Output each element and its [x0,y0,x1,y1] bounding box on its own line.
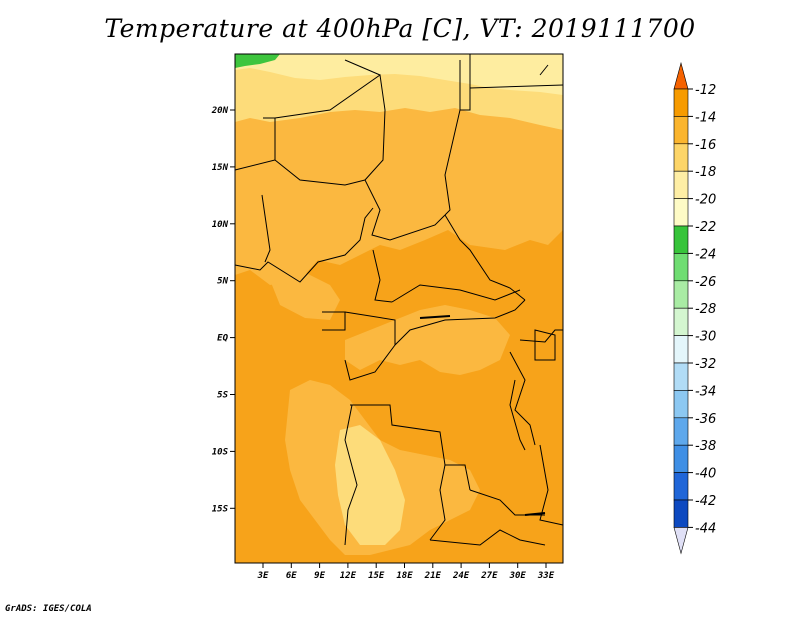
lon-tick-label: 12E [340,571,357,581]
colorbar-swatch [673,170,689,199]
colorbar-swatch [673,225,689,254]
lon-tick-label: 15E [368,571,385,581]
colorbar-label: -36 [695,412,716,427]
temperature-field [235,54,563,563]
colorbar-label: -24 [695,247,716,262]
lat-tick-label: EQ [217,334,228,344]
map-title: Temperature at 400hPa [C], VT: 201911170… [104,14,696,43]
field-minus24-minus22 [235,54,280,68]
colorbar-label: -26 [695,275,716,290]
lat-tick-label: 15S [212,504,229,514]
lat-tick-label: 5N [217,277,228,287]
colorbar-swatch [673,499,689,528]
colorbar-swatch [673,390,689,419]
lon-tick-label: 3E [257,571,269,581]
colorbar-swatch [673,143,689,172]
lon-tick-label: 33E [537,571,555,581]
lon-tick-label: 24E [452,571,470,581]
lat-tick-label: 5S [217,391,228,401]
country-borders [234,54,564,546]
longitude-axis: 3E 6E 9E 12E 15E 18E 21E 24E 27E 30E 33E [257,563,555,581]
colorbar-swatch [673,335,689,364]
colorbar-label: -30 [695,330,716,345]
colorbar-label: -32 [695,357,716,372]
colorbar-swatch [673,362,689,391]
colorbar-bottom-triangle [673,527,689,555]
lat-tick-label: 10N [212,220,229,230]
lon-tick-label: 18E [396,571,413,581]
colorbar-label: -20 [695,193,716,208]
colorbar-swatch [673,198,689,227]
field-minus18-minus16 [270,270,340,320]
colorbar-label: -14 [695,110,716,125]
lat-tick-label: 20N [211,106,229,116]
lat-tick-label: 15N [212,163,229,173]
field-minus22-minus20 [235,54,563,95]
latitude-axis: 20N 15N 10N 5N EQ 5S 10S 15S [211,106,235,514]
colorbar-swatch [673,253,689,282]
map-frame [234,53,564,564]
lat-tick-label: 10S [212,447,229,457]
lon-tick-label: 30E [509,571,527,581]
colorbar-swatch [673,444,689,473]
colorbar-swatch [673,307,689,336]
colorbar-label: -12 [695,83,716,98]
colorbar-top-triangle [673,61,689,90]
colorbar-label: -22 [695,220,716,235]
colorbar-swatch [673,116,689,145]
grads-credit: GrADS: IGES/COLA [5,604,92,614]
colorbar-label: -40 [695,467,716,482]
field-minus20-minus18 [335,425,405,545]
colorbar-label: -28 [695,302,716,317]
colorbar-label: -16 [695,138,716,153]
colorbar-swatch [673,88,689,117]
colorbar-swatch [673,472,689,501]
colorbar-swatch [673,280,689,309]
lon-tick-label: 9E [314,571,325,581]
colorbar-label: -42 [695,494,716,509]
lon-tick-label: 21E [424,571,442,581]
colorbar: -12 -14 -16 -18 -20 -22 -24 -26 -28 -30 -32 -34 -36 -… [673,61,716,555]
colorbar-label: -18 [695,165,716,180]
colorbar-label: -34 [695,384,716,399]
colorbar-label: -44 [695,521,716,536]
lon-tick-label: 6E [286,571,297,581]
colorbar-swatch [673,417,689,446]
lon-tick-label: 27E [480,571,498,581]
colorbar-label: -38 [695,439,716,454]
